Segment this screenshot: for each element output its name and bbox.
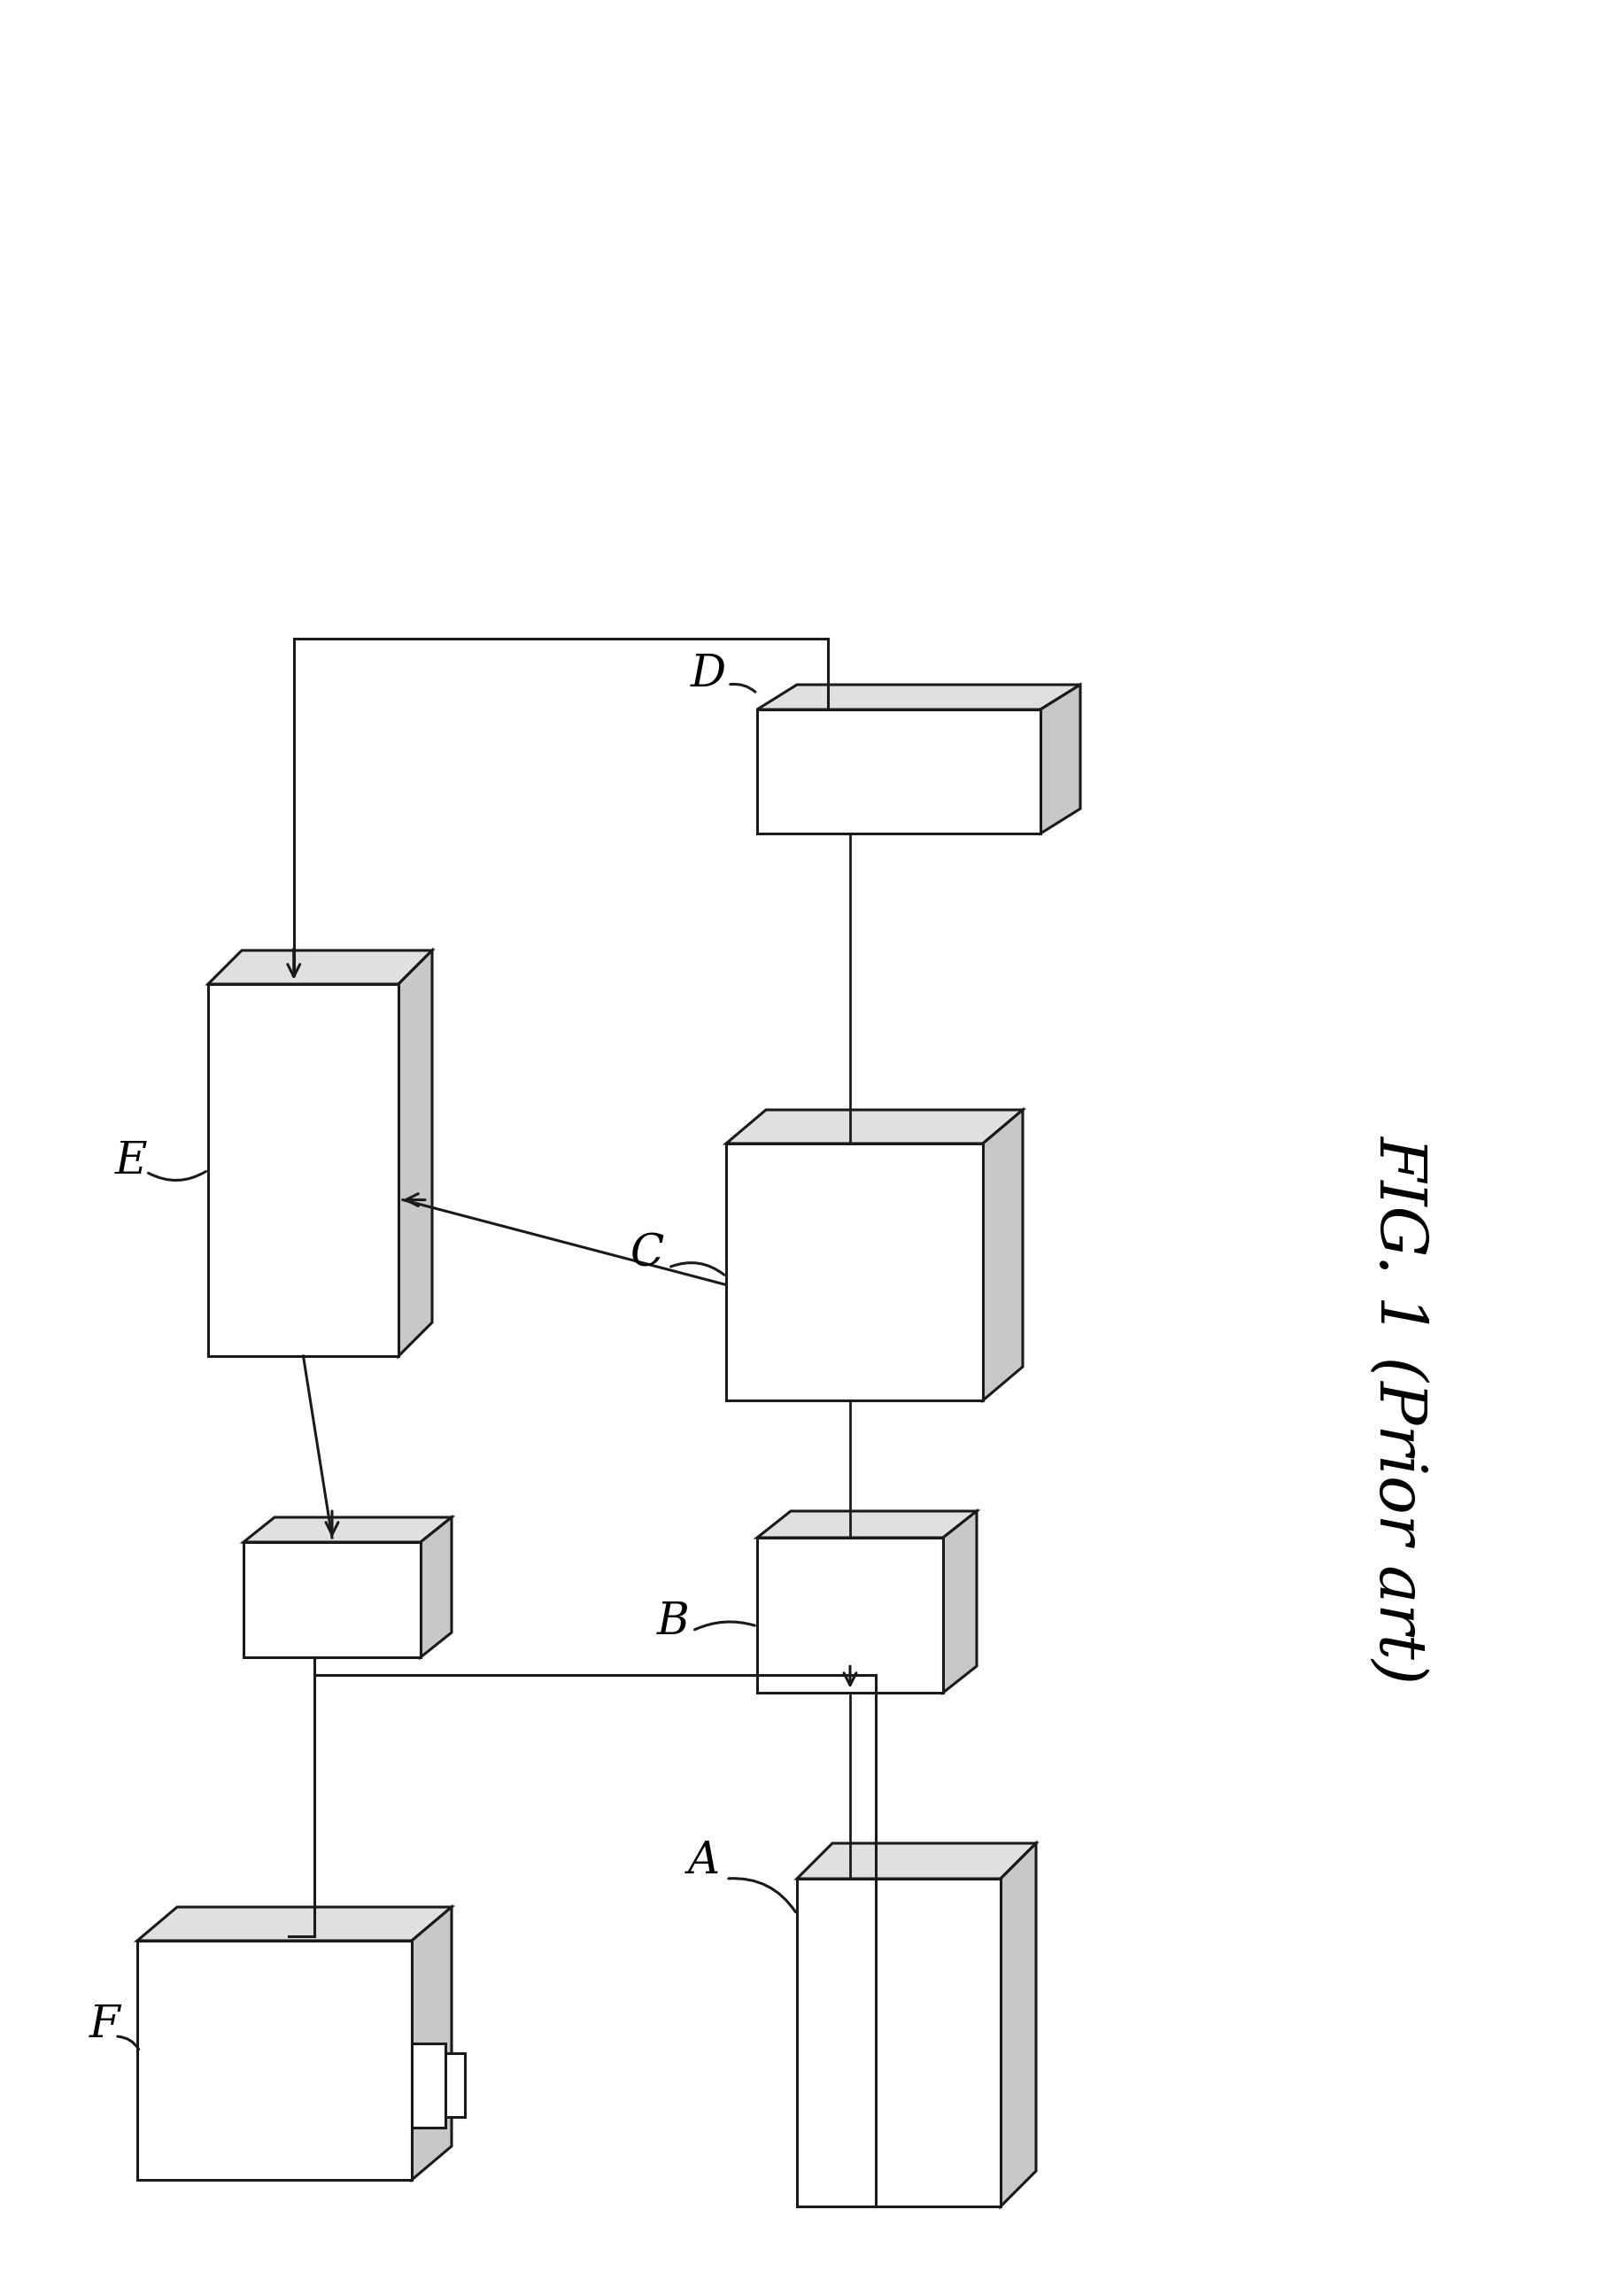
Text: F: F: [89, 2004, 120, 2047]
FancyArrowPatch shape: [731, 684, 755, 691]
Text: C: C: [630, 1232, 663, 1276]
Text: FIG. 1 (Prior art): FIG. 1 (Prior art): [1367, 1136, 1431, 1685]
Polygon shape: [1000, 1843, 1036, 2205]
FancyArrowPatch shape: [671, 1262, 724, 1274]
Polygon shape: [1041, 684, 1080, 833]
Polygon shape: [244, 1517, 451, 1542]
Polygon shape: [944, 1510, 976, 1694]
Polygon shape: [797, 1880, 1000, 2205]
FancyArrowPatch shape: [695, 1623, 755, 1629]
Polygon shape: [726, 1111, 1023, 1143]
Polygon shape: [412, 1907, 451, 2180]
Text: A: A: [689, 1838, 719, 1882]
Polygon shape: [757, 1538, 944, 1694]
Polygon shape: [138, 1942, 412, 2180]
FancyArrowPatch shape: [117, 2036, 138, 2049]
Polygon shape: [398, 950, 432, 1356]
Polygon shape: [445, 2054, 464, 2118]
FancyArrowPatch shape: [148, 1170, 206, 1180]
Polygon shape: [412, 2043, 445, 2127]
Polygon shape: [797, 1843, 1036, 1880]
Polygon shape: [244, 1542, 421, 1657]
Polygon shape: [208, 985, 398, 1356]
Text: B: B: [656, 1600, 689, 1643]
Text: E: E: [115, 1138, 148, 1184]
Text: D: D: [690, 652, 726, 695]
Polygon shape: [757, 1510, 976, 1538]
Polygon shape: [421, 1517, 451, 1657]
Polygon shape: [757, 709, 1041, 833]
Polygon shape: [757, 684, 1080, 709]
Polygon shape: [726, 1143, 983, 1400]
FancyArrowPatch shape: [729, 1877, 796, 1912]
Polygon shape: [138, 1907, 451, 1942]
Polygon shape: [983, 1111, 1023, 1400]
Polygon shape: [208, 950, 432, 985]
